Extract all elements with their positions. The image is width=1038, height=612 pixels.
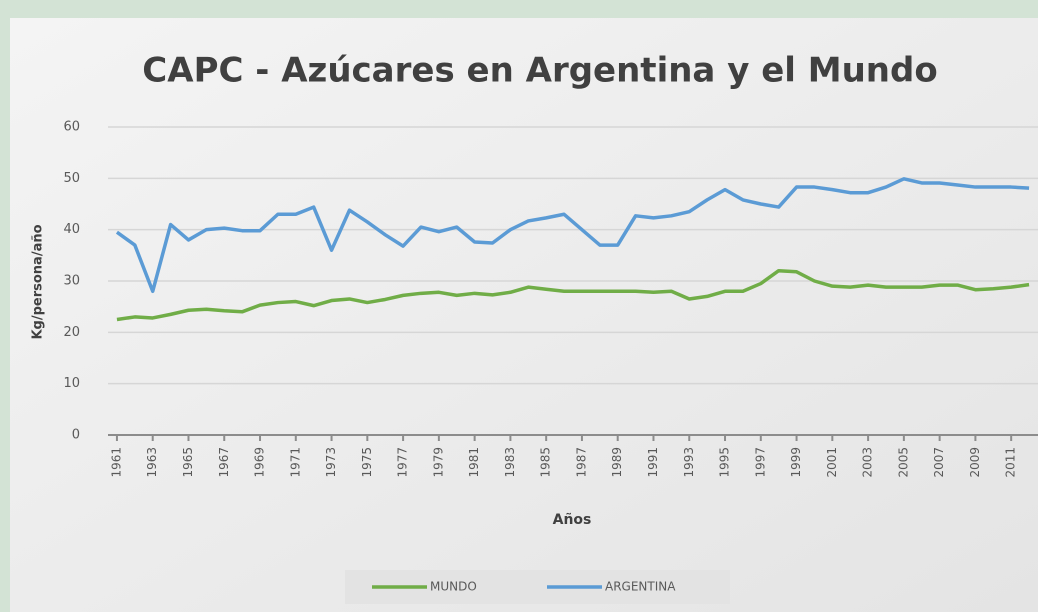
- x-tick-label: 1997: [753, 447, 767, 478]
- x-tick-label: 1987: [574, 447, 588, 478]
- legend-label: ARGENTINA: [605, 580, 676, 594]
- x-tick-label: 1981: [467, 447, 481, 478]
- y-tick-label: 40: [63, 222, 80, 237]
- x-tick-label: 1969: [253, 447, 267, 478]
- y-axis-label: Kg/persona/año: [31, 224, 46, 339]
- y-tick-label: 60: [63, 120, 80, 135]
- y-tick-label: 50: [63, 171, 80, 186]
- x-tick-label: 2011: [1004, 447, 1018, 478]
- x-tick-label: 1963: [145, 447, 159, 478]
- x-tick-label: 2005: [896, 447, 910, 478]
- x-tick-label: 2009: [968, 447, 982, 478]
- chart-background: [10, 18, 1038, 612]
- series-line: [116, 268, 1030, 322]
- x-tick-label: 1975: [360, 447, 374, 478]
- chart-title: CAPC - Azúcares en Argentina y el Mundo: [142, 51, 937, 91]
- legend-label: MUNDO: [430, 580, 477, 594]
- x-tick-label: 1971: [288, 447, 302, 478]
- x-tick-label: 1961: [109, 447, 123, 478]
- x-tick-label: 2001: [825, 447, 839, 478]
- x-tick-label: 1995: [718, 447, 732, 478]
- y-tick-label: 20: [63, 325, 80, 340]
- x-tick-label: 1973: [324, 447, 338, 478]
- x-tick-label: 1977: [396, 447, 410, 478]
- x-tick-label: 1991: [646, 447, 660, 478]
- x-tick-label: 1985: [539, 447, 553, 478]
- x-tick-label: 1965: [181, 447, 195, 478]
- x-tick-label: 1967: [217, 447, 231, 478]
- y-tick-label: 10: [63, 376, 80, 391]
- x-axis-label: Años: [553, 512, 592, 528]
- x-tick-label: 1993: [682, 447, 696, 478]
- x-tick-label: 2003: [861, 447, 875, 478]
- series-line: [115, 177, 1030, 294]
- x-tick-label: 1999: [789, 447, 803, 478]
- x-tick-label: 1983: [503, 447, 517, 478]
- x-tick-label: 1979: [431, 447, 445, 478]
- y-tick-label: 30: [63, 274, 80, 289]
- x-tick-label: 2007: [932, 447, 946, 478]
- y-tick-label: 0: [72, 428, 80, 443]
- x-tick-label: 1989: [610, 447, 624, 478]
